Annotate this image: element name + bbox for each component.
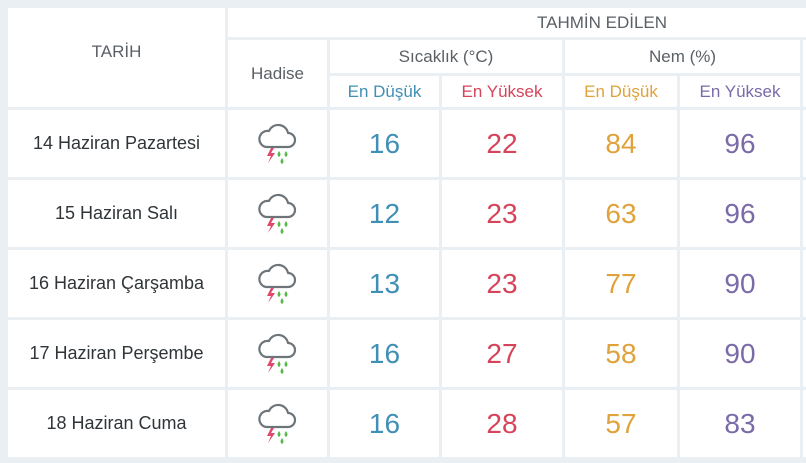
row-event-icon-cell	[228, 110, 327, 177]
subheader-humidity-min: En Düşük	[565, 76, 677, 107]
column-header-temperature: Sıcaklık (°C)	[330, 40, 562, 73]
row-date: 18 Haziran Cuma	[8, 390, 225, 457]
row-humidity-min: 84	[565, 110, 677, 177]
column-header-event: Hadise	[228, 40, 327, 107]
thunderstorm-rain-icon	[257, 193, 296, 234]
row-humidity-max: 96	[680, 110, 800, 177]
row-date: 14 Haziran Pazartesi	[8, 110, 225, 177]
row-temp-min: 16	[330, 390, 439, 457]
row-humidity-min: 57	[565, 390, 677, 457]
row-date: 16 Haziran Çarşamba	[8, 250, 225, 317]
row-date: 15 Haziran Salı	[8, 180, 225, 247]
row-event-icon-cell	[228, 390, 327, 457]
row-temp-min: 12	[330, 180, 439, 247]
row-edge	[803, 250, 806, 317]
row-temp-max: 22	[442, 110, 562, 177]
row-humidity-min: 77	[565, 250, 677, 317]
row-temp-min: 16	[330, 110, 439, 177]
thunderstorm-rain-icon	[257, 333, 296, 374]
row-humidity-min: 58	[565, 320, 677, 387]
row-humidity-min: 63	[565, 180, 677, 247]
table-edge	[803, 40, 806, 107]
row-temp-max: 27	[442, 320, 562, 387]
row-temp-max: 23	[442, 180, 562, 247]
subheader-humidity-max: En Yüksek	[680, 76, 800, 107]
thunderstorm-rain-icon	[257, 403, 296, 444]
row-event-icon-cell	[228, 320, 327, 387]
row-event-icon-cell	[228, 250, 327, 317]
row-edge	[803, 180, 806, 247]
subheader-temp-max: En Yüksek	[442, 76, 562, 107]
row-date: 17 Haziran Perşembe	[8, 320, 225, 387]
row-temp-max: 23	[442, 250, 562, 317]
row-humidity-max: 96	[680, 180, 800, 247]
column-header-forecast: TAHMİN EDİLEN	[228, 8, 806, 37]
row-humidity-max: 90	[680, 320, 800, 387]
column-header-humidity: Nem (%)	[565, 40, 800, 73]
row-temp-min: 13	[330, 250, 439, 317]
row-humidity-max: 90	[680, 250, 800, 317]
thunderstorm-rain-icon	[257, 263, 296, 304]
thunderstorm-rain-icon	[257, 123, 296, 164]
row-event-icon-cell	[228, 180, 327, 247]
row-temp-min: 16	[330, 320, 439, 387]
row-edge	[803, 320, 806, 387]
row-edge	[803, 110, 806, 177]
row-temp-max: 28	[442, 390, 562, 457]
row-edge	[803, 390, 806, 457]
column-header-date: TARİH	[8, 8, 225, 107]
row-humidity-max: 83	[680, 390, 800, 457]
subheader-temp-min: En Düşük	[330, 76, 439, 107]
